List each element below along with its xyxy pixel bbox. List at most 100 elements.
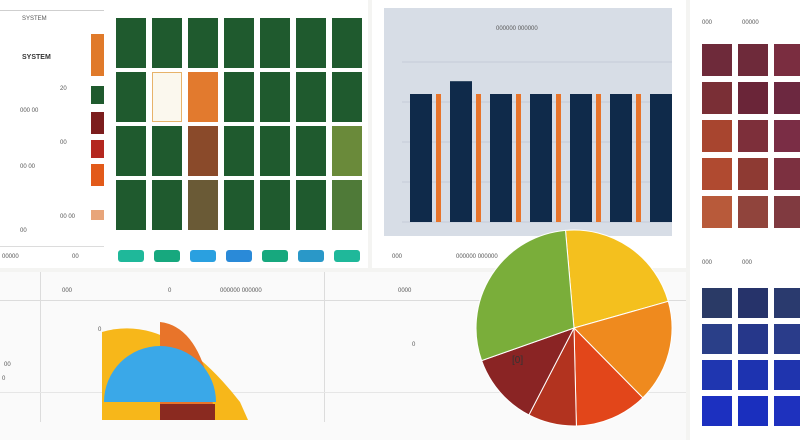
heatmap-cell <box>116 126 146 176</box>
bar-orange <box>436 94 441 222</box>
cool-cell <box>738 360 768 390</box>
heatmap-cell <box>188 180 218 230</box>
heatmap-cell <box>332 18 362 68</box>
heatmap-cell <box>260 126 290 176</box>
bar-navy <box>530 94 552 222</box>
color-swatch <box>91 164 104 186</box>
cool-cell <box>774 324 800 354</box>
heatmap-cell <box>116 72 146 122</box>
heatmap-cell <box>224 18 254 68</box>
semicircle-slice <box>104 346 216 402</box>
right-panel: 000 00000 000 000 <box>690 0 800 440</box>
heatmap-cell <box>332 72 362 122</box>
table-column-divider <box>40 272 41 422</box>
heatmap-cell <box>188 72 218 122</box>
heatmap-cell <box>116 18 146 68</box>
heatmap-cell <box>152 72 182 122</box>
bar-orange <box>556 94 561 222</box>
warm-cell <box>702 158 732 190</box>
warm-cell <box>738 196 768 228</box>
cool-cell <box>702 324 732 354</box>
footer-label: 00000 <box>2 254 19 260</box>
heatmap-cell <box>116 180 146 230</box>
color-swatch <box>91 112 104 134</box>
heatmap-cell <box>296 72 326 122</box>
semicircle-slice <box>160 404 215 420</box>
tab-chip <box>262 250 288 262</box>
warm-cell <box>702 44 732 76</box>
row-label: 00 00 <box>60 214 76 220</box>
heatmap-cell <box>260 18 290 68</box>
heatmap-cell <box>224 72 254 122</box>
row-label: 000 00 <box>20 108 39 114</box>
right-footer-left: 000 <box>702 260 713 266</box>
tab-chip <box>334 250 360 262</box>
right-header-right: 00000 <box>742 20 759 26</box>
footer-divider <box>0 246 104 247</box>
subtitle: SYSTEM <box>22 54 51 61</box>
pie-slice <box>475 229 575 362</box>
right-footer-mid: 000 <box>742 260 753 266</box>
warm-cell <box>774 196 800 228</box>
heatmap-cell <box>296 18 326 68</box>
warm-cell <box>738 120 768 152</box>
tab-chip <box>118 250 144 262</box>
color-swatch <box>91 86 104 104</box>
cool-cell <box>774 360 800 390</box>
top-divider <box>0 10 104 11</box>
warm-cell <box>702 120 732 152</box>
row-label: 00 <box>4 362 11 368</box>
tab-chip <box>190 250 216 262</box>
warm-cell <box>774 82 800 114</box>
warm-cell <box>738 158 768 190</box>
warm-cell <box>774 158 800 190</box>
tab-chip <box>298 250 324 262</box>
right-header-label: 000 <box>702 20 713 26</box>
row-label: 0 <box>412 342 416 348</box>
cool-cell <box>738 324 768 354</box>
bar-orange <box>516 94 521 222</box>
heatmap-cell <box>296 180 326 230</box>
table-header-divider <box>0 300 686 301</box>
tab-chip <box>154 250 180 262</box>
heatmap-cell <box>260 72 290 122</box>
heatmap-cell <box>188 18 218 68</box>
heatmap-cell <box>296 126 326 176</box>
heatmap-cell <box>332 180 362 230</box>
table-column-divider <box>324 272 325 422</box>
cool-cell <box>738 396 768 426</box>
heatmap-cell <box>188 126 218 176</box>
tab-chip <box>226 250 252 262</box>
cool-cell <box>774 288 800 318</box>
warm-cell <box>702 82 732 114</box>
bar-orange <box>596 94 601 222</box>
row-label: 00 <box>20 228 27 234</box>
color-swatch <box>91 210 104 220</box>
cool-cell <box>702 360 732 390</box>
bar-navy <box>570 94 592 222</box>
color-swatch <box>91 140 104 158</box>
column-header: 000 <box>62 288 73 294</box>
cool-cell <box>702 288 732 318</box>
header-label: SYSTEM <box>22 16 47 22</box>
column-header: 0 <box>168 288 172 294</box>
heatmap-cell <box>152 18 182 68</box>
bar-chart-panel: 000000 000000 000 000000 000000 <box>372 0 686 268</box>
bar-orange <box>636 94 641 222</box>
chart-footer-left: 000 <box>392 254 403 260</box>
bar-orange <box>476 94 481 222</box>
row-label: 00 00 <box>20 164 36 170</box>
pie-slice <box>564 229 669 329</box>
pie-slice <box>573 326 644 427</box>
pie-slice <box>573 300 673 399</box>
cool-cell <box>738 288 768 318</box>
heatmap-cell <box>152 126 182 176</box>
warm-cell <box>738 82 768 114</box>
warm-cell <box>738 44 768 76</box>
warm-cell <box>774 44 800 76</box>
bar-chart <box>402 61 672 223</box>
footer-right-label: 00 <box>72 254 79 260</box>
chart-footer-mid: 000000 000000 <box>456 254 498 260</box>
chart-title: 000000 000000 <box>496 26 538 32</box>
left-panel: SYSTEM SYSTEM 20 000 00 00 00 00 00 00 00 000… <box>0 0 368 268</box>
